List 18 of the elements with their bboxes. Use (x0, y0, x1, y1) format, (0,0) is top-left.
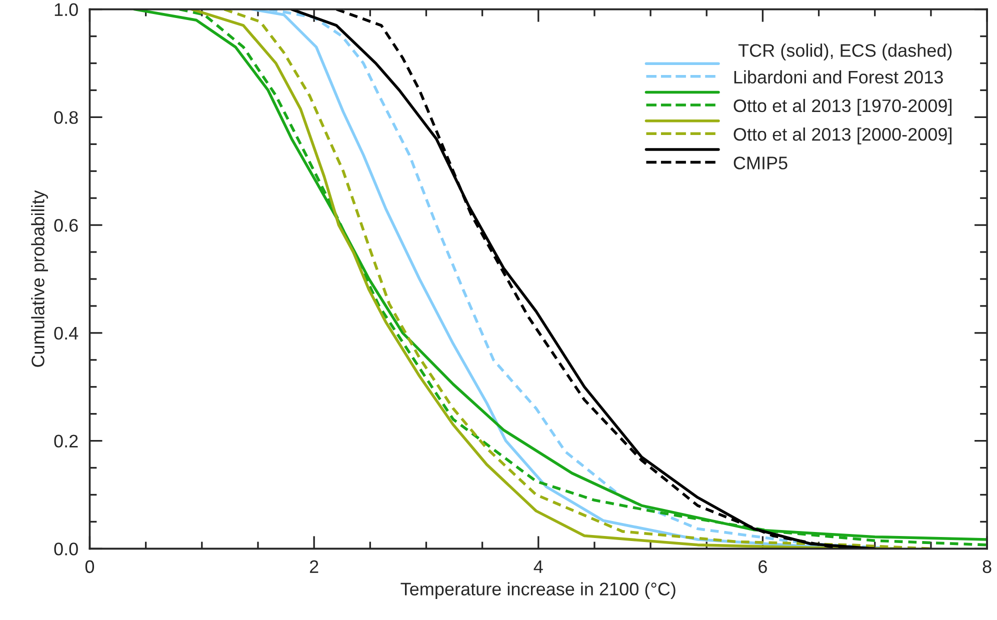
x-tick-label: 4 (534, 560, 543, 573)
legend-label: Libardoni and Forest 2013 (734, 70, 943, 84)
x-tick-label: 2 (310, 560, 318, 573)
y-tick-label: 0.2 (54, 434, 78, 448)
y-tick-label: 0.6 (54, 218, 78, 232)
legend-label: Otto et al 2013 [1970-2009] (734, 98, 952, 116)
y-tick-label: 0.4 (54, 326, 78, 340)
y-tick-label: 0.0 (54, 542, 78, 556)
y-tick-label: 0.8 (54, 111, 78, 124)
legend-label: CMIP5 (734, 156, 788, 170)
legend-title: TCR (solid), ECS (dashed) (738, 44, 952, 60)
x-tick-label: 0 (85, 560, 94, 574)
y-tick-label: 1.0 (54, 3, 78, 16)
legend-label: Otto et al 2013 [2000-2009] (734, 128, 952, 144)
y-axis-title: Cumulative probability (31, 190, 48, 367)
x-tick-label: 6 (758, 560, 767, 574)
x-axis-title: Temperature increase in 2100 (°C) (400, 582, 676, 600)
x-tick-label: 8 (982, 560, 992, 574)
